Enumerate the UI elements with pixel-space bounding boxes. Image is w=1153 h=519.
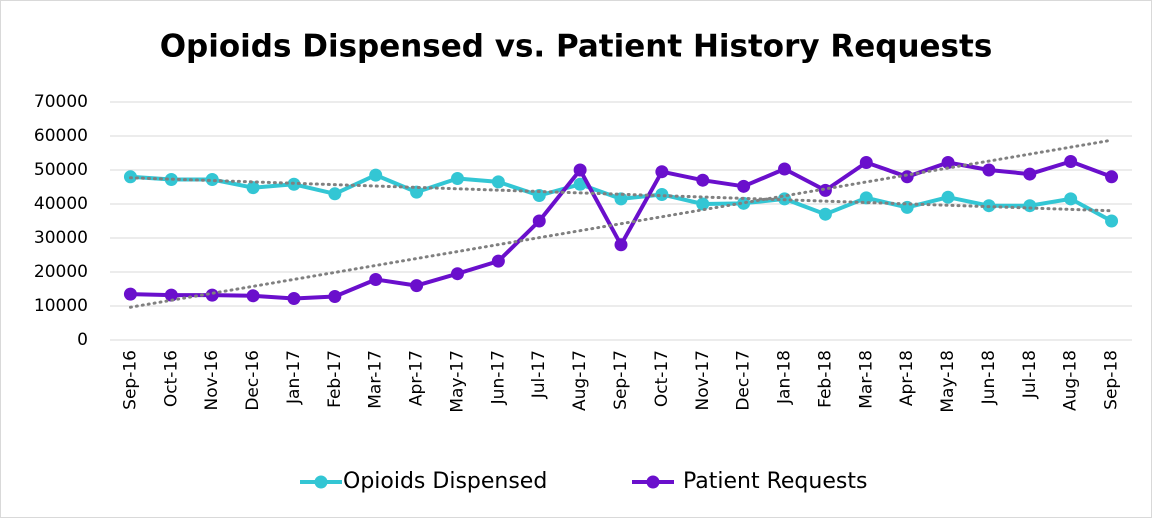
point — [614, 192, 628, 206]
y-tick-label: 10000 — [34, 296, 88, 316]
point — [450, 172, 464, 185]
x-tick-label: Sep-18 — [1102, 350, 1122, 410]
x-tick-label: Jul-17 — [529, 350, 549, 399]
point — [818, 183, 832, 197]
x-tick-label: Sep-17 — [611, 350, 631, 410]
legend-marker — [646, 475, 660, 489]
legend-label: Opioids Dispensed — [343, 469, 547, 494]
point — [778, 162, 792, 176]
x-tick-label: Jan-18 — [775, 350, 795, 405]
point — [246, 181, 260, 195]
legend-label: Patient Requests — [683, 469, 867, 494]
point — [696, 197, 710, 211]
point — [123, 287, 137, 301]
point — [369, 168, 383, 182]
point — [900, 170, 914, 184]
point — [818, 207, 832, 221]
point — [205, 173, 219, 187]
point — [1064, 192, 1078, 206]
point — [410, 279, 424, 293]
point — [573, 177, 587, 191]
x-tick-label: Sep-16 — [120, 350, 140, 410]
x-tick-label: Nov-17 — [693, 350, 713, 411]
legend-marker — [314, 475, 328, 489]
point — [737, 196, 751, 210]
x-tick-label: Jul-18 — [1020, 350, 1040, 399]
y-tick-label: 30000 — [34, 228, 88, 248]
x-tick-label: Oct-17 — [652, 350, 672, 407]
point — [859, 156, 873, 170]
x-tick-label: Aug-18 — [1061, 350, 1081, 411]
y-tick-label: 50000 — [34, 160, 88, 180]
point — [573, 163, 587, 177]
x-tick-label: Mar-18 — [856, 350, 876, 409]
point — [1105, 170, 1119, 184]
point — [287, 292, 301, 306]
x-tick-label: Feb-18 — [815, 350, 835, 408]
point — [655, 165, 669, 179]
y-tick-label: 60000 — [34, 126, 88, 146]
point — [328, 187, 342, 201]
x-tick-label: Dec-17 — [734, 350, 754, 411]
point — [737, 179, 751, 193]
chart-title: Opioids Dispensed vs. Patient History Re… — [160, 29, 993, 65]
x-tick-label: Jun-17 — [488, 350, 508, 405]
y-tick-label: 20000 — [34, 262, 88, 282]
point — [1105, 214, 1119, 228]
x-tick-label: Feb-17 — [325, 350, 345, 408]
point — [696, 173, 710, 187]
point — [205, 288, 219, 302]
point — [491, 254, 505, 268]
point — [532, 189, 546, 202]
x-tick-label: May-17 — [447, 350, 467, 413]
point — [450, 267, 464, 281]
y-tick-label: 40000 — [34, 194, 88, 214]
x-tick-label: Jan-17 — [284, 350, 304, 405]
point — [532, 214, 546, 228]
point — [941, 156, 955, 170]
point — [164, 288, 178, 302]
x-tick-label: Apr-17 — [407, 350, 427, 406]
point — [491, 175, 505, 189]
point — [1023, 167, 1037, 181]
x-tick-label: Aug-17 — [570, 350, 590, 411]
point — [246, 289, 260, 303]
point — [369, 272, 383, 286]
point — [982, 163, 996, 177]
x-tick-label: Mar-17 — [366, 350, 386, 409]
point — [941, 190, 955, 204]
point — [1064, 155, 1078, 168]
point — [614, 238, 628, 252]
trendline — [128, 138, 1114, 309]
y-tick-label: 0 — [77, 330, 88, 350]
x-tick-label: May-18 — [938, 350, 958, 413]
x-tick-label: Apr-18 — [897, 350, 917, 406]
point — [655, 187, 669, 201]
y-tick-label: 70000 — [34, 92, 88, 112]
x-tick-label: Jun-18 — [979, 350, 999, 405]
trendline — [128, 176, 1114, 213]
point — [328, 289, 342, 303]
x-tick-label: Nov-16 — [202, 350, 222, 411]
x-tick-label: Oct-16 — [161, 350, 181, 407]
x-tick-label: Dec-16 — [243, 350, 263, 411]
point — [1023, 199, 1037, 213]
